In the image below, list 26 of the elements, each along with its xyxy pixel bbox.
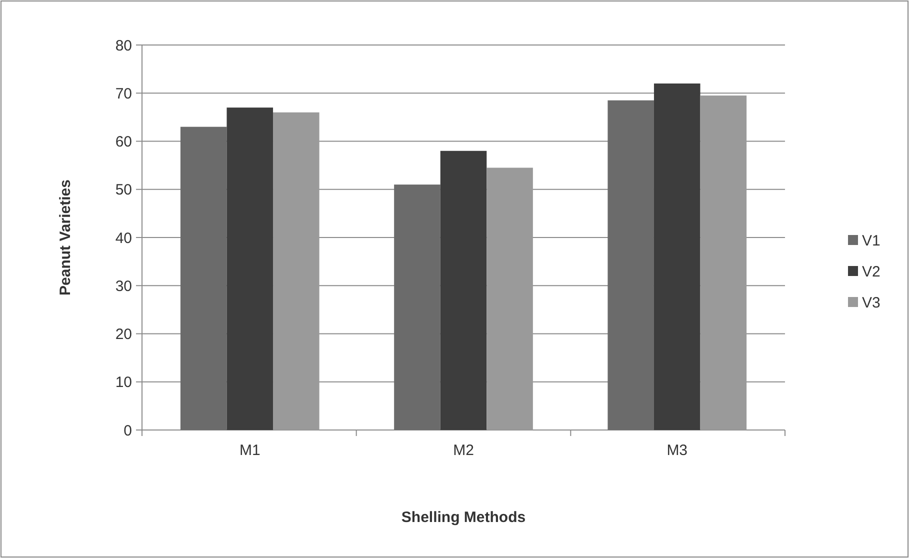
y-tick-label: 10 bbox=[115, 374, 132, 392]
bar bbox=[180, 126, 227, 430]
y-axis-title: Peanut Varieties bbox=[57, 180, 74, 296]
x-axis-title: Shelling Methods bbox=[401, 509, 526, 526]
y-tick-label: 30 bbox=[115, 278, 132, 295]
bar bbox=[394, 184, 440, 430]
y-tick-label: 20 bbox=[115, 326, 132, 343]
y-tick-label: 50 bbox=[115, 182, 132, 199]
x-tick-label: M3 bbox=[666, 442, 688, 459]
bar bbox=[700, 96, 747, 430]
legend-label: V3 bbox=[862, 294, 880, 312]
x-tick-label: M2 bbox=[453, 442, 474, 459]
y-tick-label: 70 bbox=[115, 85, 132, 102]
x-tick-label: M1 bbox=[239, 442, 260, 459]
y-tick-label: 0 bbox=[124, 422, 132, 440]
bar bbox=[440, 150, 487, 430]
bar bbox=[608, 100, 654, 430]
y-tick-label: 40 bbox=[115, 230, 132, 247]
y-tick-label: 60 bbox=[115, 134, 132, 150]
bar bbox=[226, 108, 274, 430]
legend-label: V1 bbox=[862, 232, 880, 250]
bar bbox=[273, 112, 320, 430]
bar bbox=[654, 84, 700, 430]
bar bbox=[486, 168, 533, 430]
legend-label: V2 bbox=[862, 263, 880, 280]
y-tick-label: 80 bbox=[115, 37, 132, 54]
